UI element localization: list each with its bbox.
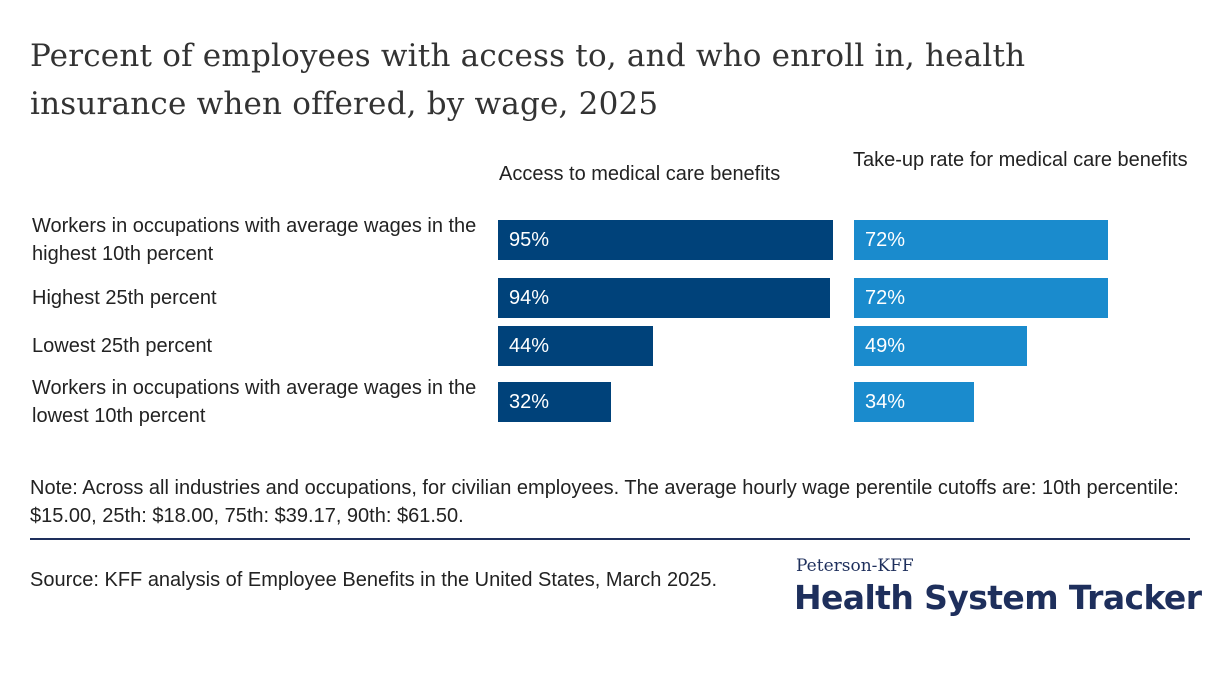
series-header-access: Access to medical care benefits	[499, 163, 781, 185]
bar-access-0: 95%	[498, 220, 833, 260]
bar-label-takeup-3: 34%	[865, 391, 906, 413]
bar-label-access-3: 32%	[509, 391, 550, 413]
bar-access-2: 44%	[498, 326, 653, 366]
chart-source: Source: KFF analysis of Employee Benefit…	[30, 569, 718, 591]
chart-note: Note: Across all industries and occupati…	[30, 477, 1179, 527]
bar-takeup-1: 72%	[854, 278, 1108, 318]
divider	[30, 538, 1190, 540]
category-label-lowest-10th: Workers in occupations with average wage…	[32, 377, 477, 427]
bar-takeup-2: 49%	[854, 326, 1027, 366]
bar-label-access-1: 94%	[509, 287, 550, 309]
category-label-highest-25th: Highest 25th percent	[32, 287, 217, 309]
bar-access-3: 32%	[498, 382, 611, 422]
bar-label-takeup-2: 49%	[865, 335, 906, 357]
brand-health-system-tracker: Health System Tracker	[794, 578, 1202, 617]
bar-takeup-0: 72%	[854, 220, 1108, 260]
bar-label-takeup-1: 72%	[865, 287, 906, 309]
bar-takeup-3: 34%	[854, 382, 974, 422]
category-label-highest-10th: Workers in occupations with average wage…	[32, 215, 477, 265]
bar-label-takeup-0: 72%	[865, 229, 906, 251]
bar-access-1: 94%	[498, 278, 830, 318]
category-label-lowest-25th: Lowest 25th percent	[32, 335, 213, 357]
chart-title: Percent of employees with access to, and…	[30, 38, 1026, 122]
brand-peterson-kff: Peterson-KFF	[796, 556, 914, 576]
series-header-takeup: Take-up rate for medical care benefits	[853, 149, 1188, 171]
bar-label-access-2: 44%	[509, 335, 550, 357]
bar-label-access-0: 95%	[509, 229, 550, 251]
